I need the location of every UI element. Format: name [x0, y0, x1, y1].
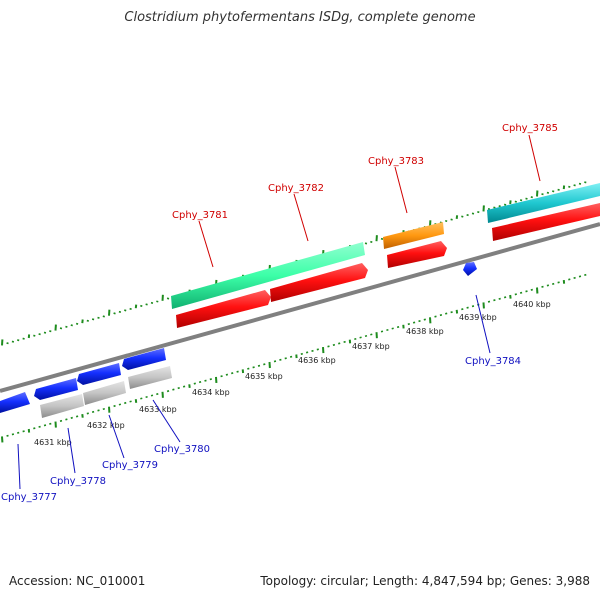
forward-features — [171, 183, 600, 328]
genome-summary-text: Topology: circular; Length: 4,847,594 bp… — [260, 574, 590, 588]
genome-backbone — [0, 222, 600, 393]
kbp-label: 4635 kbp — [245, 372, 283, 381]
gene-feature[interactable] — [270, 263, 368, 302]
gene-feature[interactable] — [83, 381, 126, 405]
kbp-label: 4640 kbp — [513, 300, 551, 309]
gene-feature[interactable] — [176, 290, 271, 328]
kbp-label: 4636 kbp — [298, 356, 336, 365]
kbp-label: 4639 kbp — [459, 313, 497, 322]
tick-mark — [166, 390, 170, 393]
gene-feature[interactable] — [171, 242, 365, 309]
kbp-label: 4638 kbp — [406, 327, 444, 336]
gene-feature[interactable] — [487, 183, 600, 223]
gene-feature[interactable] — [122, 348, 166, 370]
gene-feature[interactable] — [387, 241, 447, 268]
gene-feature[interactable] — [492, 203, 600, 241]
tick-mark — [166, 297, 170, 300]
reverse-features — [0, 262, 477, 418]
gene-label[interactable]: Cphy_3780 — [154, 444, 210, 455]
tick-row-lower — [1, 273, 587, 443]
tick-mark — [124, 309, 127, 312]
tick-mark — [70, 416, 73, 419]
tick-mark — [124, 401, 127, 405]
kbp-scale: 4631 kbp 4632 kbp 4633 kbp 4634 kbp 4635… — [34, 300, 551, 447]
tick-mark — [220, 375, 223, 378]
gene-feature[interactable] — [383, 222, 444, 249]
gene-label[interactable]: Cphy_3783 — [368, 156, 424, 167]
label-leaders — [17, 134, 541, 490]
gene-label[interactable]: Cphy_3785 — [502, 123, 558, 134]
accession-text: Accession: NC_010001 — [9, 574, 146, 588]
gene-label[interactable]: Cphy_3777 — [1, 492, 57, 503]
gene-feature[interactable] — [0, 392, 30, 413]
kbp-label: 4637 kbp — [352, 342, 390, 351]
tick-mark — [113, 312, 116, 315]
tick-mark — [70, 324, 73, 327]
tick-mark — [113, 404, 116, 408]
gene-label[interactable]: Cphy_3778 — [50, 476, 106, 487]
tick-mark — [6, 342, 9, 345]
gene-label[interactable]: Cphy_3781 — [172, 210, 228, 221]
gene-feature[interactable] — [34, 378, 78, 400]
gene-label[interactable]: Cphy_3779 — [102, 460, 158, 471]
map-title: Clostridium phytofermentans ISDg, comple… — [124, 10, 476, 25]
gene-label[interactable]: Cphy_3784 — [465, 356, 521, 367]
gene-feature[interactable] — [77, 363, 121, 385]
kbp-label: 4631 kbp — [34, 438, 72, 447]
gene-feature[interactable] — [128, 366, 172, 389]
gene-feature[interactable] — [40, 394, 84, 418]
gene-label[interactable]: Cphy_3782 — [268, 183, 324, 194]
tick-mark — [6, 434, 9, 437]
kbp-label: 4632 kbp — [87, 421, 125, 430]
gene-feature[interactable] — [463, 262, 477, 276]
kbp-label: 4633 kbp — [139, 405, 177, 414]
kbp-label: 4634 kbp — [192, 388, 230, 397]
